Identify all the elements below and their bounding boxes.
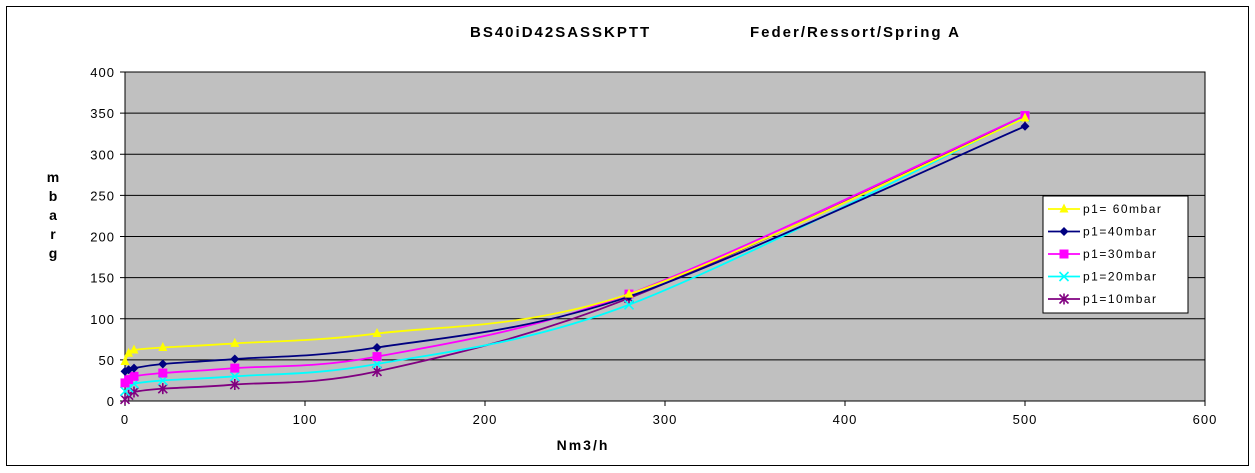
legend-label: p1=30mbar [1083, 247, 1158, 261]
y-axis-label-char: b [49, 188, 60, 204]
data-point [120, 356, 130, 366]
legend-label: p1= 60mbar [1083, 202, 1162, 216]
x-tick-label: 200 [473, 412, 498, 427]
data-point [230, 337, 240, 347]
x-tick-label: 300 [653, 412, 678, 427]
data-point [371, 365, 383, 377]
y-tick-label: 300 [90, 147, 115, 162]
legend-label: p1=20mbar [1083, 270, 1158, 284]
y-axis-label-char: a [49, 207, 59, 223]
y-tick-label: 150 [90, 271, 115, 286]
y-tick-label: 200 [90, 230, 115, 245]
data-point [158, 359, 168, 369]
y-axis-label-char: m [47, 169, 61, 185]
data-point [1020, 112, 1030, 122]
plot-area: 0 50 100 150 200 250 300 350 400 0 100 200 300 400 500… [90, 65, 1218, 427]
data-point [229, 371, 240, 382]
y-axis-label-char: g [49, 245, 60, 261]
x-tick-label: 100 [293, 412, 318, 427]
data-point [372, 343, 382, 353]
data-point [624, 288, 634, 298]
data-point [158, 342, 168, 352]
chart-title: BS40iD42SASSKPTT [470, 24, 651, 41]
legend: p1= 60mbar p1=40mbar p1=30mbar p1=20mbar p1=… [1042, 195, 1189, 314]
x-tick-label: 600 [1193, 412, 1218, 427]
data-point [129, 344, 139, 354]
data-point [158, 368, 168, 378]
legend-marker [1059, 203, 1069, 213]
data-point [372, 328, 382, 338]
legend-label: p1=40mbar [1083, 225, 1158, 239]
data-point [1020, 121, 1030, 131]
data-point [372, 352, 382, 362]
x-tick-label: 400 [833, 412, 858, 427]
chart-subtitle: Feder/Ressort/Spring A [750, 24, 961, 41]
y-tick-label: 50 [99, 353, 115, 368]
data-point [124, 347, 134, 357]
series-0 [120, 112, 1030, 366]
y-tick-label: 350 [90, 106, 115, 121]
x-tick-label: 0 [121, 412, 129, 427]
data-point [129, 371, 139, 381]
series-line [124, 117, 1026, 362]
y-axis-label-char: r [50, 226, 57, 242]
data-point [129, 363, 139, 373]
data-point [623, 299, 635, 310]
series-1 [120, 121, 1030, 376]
data-point [128, 386, 140, 398]
x-tick-label: 500 [1013, 412, 1038, 427]
legend-label: p1=10mbar [1083, 292, 1158, 306]
legend-marker [1059, 227, 1069, 236]
data-point [230, 354, 240, 364]
data-point [230, 363, 240, 373]
data-point [229, 379, 240, 391]
y-tick-label: 0 [107, 394, 115, 409]
y-tick-label: 100 [90, 312, 115, 327]
y-tick-label: 400 [90, 65, 115, 80]
legend-marker [1058, 271, 1070, 282]
data-point [124, 375, 134, 385]
legend-marker [1059, 249, 1069, 259]
y-tick-label: 250 [90, 188, 115, 203]
x-axis-label: Nm3/h [557, 437, 610, 453]
legend-marker [1058, 293, 1070, 305]
data-point [157, 383, 168, 395]
